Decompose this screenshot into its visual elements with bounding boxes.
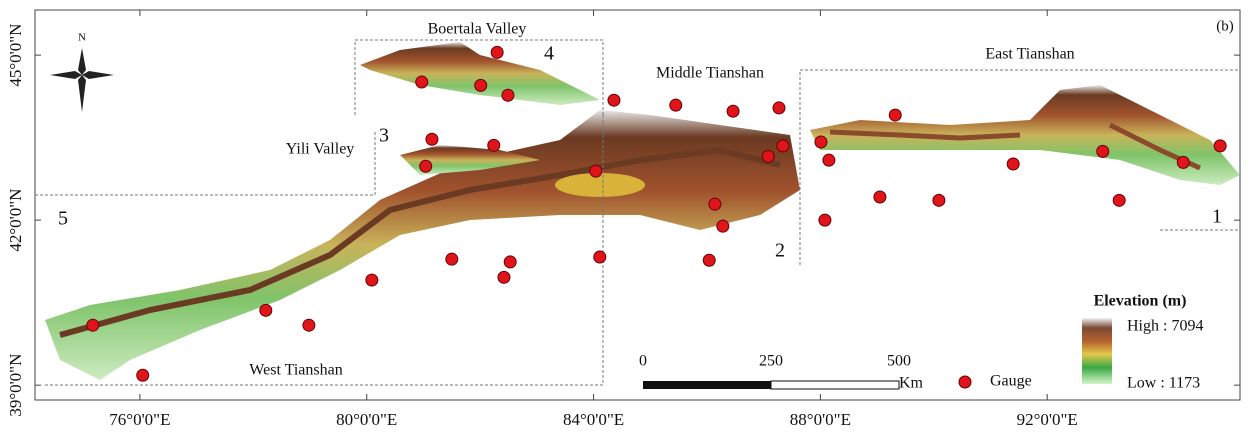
scale-tick-label: 250 <box>759 353 783 370</box>
region-number: 5 <box>58 208 68 230</box>
scale-tick-label: 0 <box>639 353 647 370</box>
gauge <box>475 79 487 91</box>
terrain <box>45 42 1240 380</box>
gauge <box>815 136 827 148</box>
gauge <box>1177 156 1189 168</box>
scale-tick-label: 500 <box>887 353 911 370</box>
gauge <box>709 198 721 210</box>
legend-low: Low : 1173 <box>1127 375 1200 392</box>
x-tick-label: 76°0'0"E <box>109 410 170 429</box>
gauge <box>87 319 99 331</box>
gauge <box>491 46 503 58</box>
region-name: East Tianshan <box>985 46 1074 63</box>
region-number: 3 <box>379 125 389 147</box>
gauge <box>504 256 516 268</box>
y-tick-label: 45°0'0"N <box>6 24 25 87</box>
region-name: Yili Valley <box>286 141 355 158</box>
gauge <box>777 140 789 152</box>
x-tick-label: 92°0'0"E <box>1017 410 1078 429</box>
region-name: Middle Tianshan <box>656 65 764 82</box>
north-label: N <box>78 32 86 44</box>
region-number: 1 <box>1212 206 1222 228</box>
x-tick-label: 88°0'0"E <box>790 410 851 429</box>
legend-title: Elevation (m) <box>1094 293 1187 310</box>
map: N (b) Boertala Valley 4 Middle Tianshan … <box>0 0 1255 443</box>
x-tick-label: 84°0'0"E <box>563 410 624 429</box>
gauge <box>703 254 715 266</box>
gauge <box>416 76 428 88</box>
gauge <box>1113 194 1125 206</box>
scale-bar <box>643 381 899 389</box>
gauge <box>933 194 945 206</box>
legend-high: High : 7094 <box>1127 318 1203 335</box>
gauge <box>420 160 432 172</box>
region-name: West Tianshan <box>249 362 342 379</box>
region-name: Boertala Valley <box>428 21 527 38</box>
gauge <box>608 94 620 106</box>
gauge <box>260 304 272 316</box>
gauge <box>498 271 510 283</box>
elevation-ramp <box>1082 318 1112 384</box>
gauge <box>1097 145 1109 157</box>
gauge <box>488 139 500 151</box>
gauge <box>446 253 458 265</box>
y-tick-label: 39°0'0"N <box>6 354 25 417</box>
gauge <box>594 251 606 263</box>
gauge <box>727 105 739 117</box>
gauge <box>137 369 149 381</box>
gauge-legend-label: Gauge <box>990 373 1032 390</box>
region-number: 2 <box>775 240 785 262</box>
panel-label: (b) <box>1216 18 1234 34</box>
x-tick-label: 80°0'0"E <box>336 410 397 429</box>
gauge <box>1214 140 1226 152</box>
gauge <box>366 274 378 286</box>
y-tick-label: 42°0'0"N <box>6 189 25 252</box>
gauge <box>823 154 835 166</box>
gauge <box>773 102 785 114</box>
scale-unit: Km <box>899 375 924 392</box>
gauge <box>303 319 315 331</box>
gauge <box>590 165 602 177</box>
gauge <box>889 109 901 121</box>
gauge <box>874 191 886 203</box>
region-number: 4 <box>544 43 554 65</box>
gauge <box>502 89 514 101</box>
gauge <box>717 220 729 232</box>
gauge-legend-symbol <box>959 376 971 388</box>
gauge <box>1007 158 1019 170</box>
gauge <box>819 214 831 226</box>
gauge <box>762 150 774 162</box>
gauge <box>670 99 682 111</box>
gauge <box>426 133 438 145</box>
north-arrow <box>50 48 114 112</box>
